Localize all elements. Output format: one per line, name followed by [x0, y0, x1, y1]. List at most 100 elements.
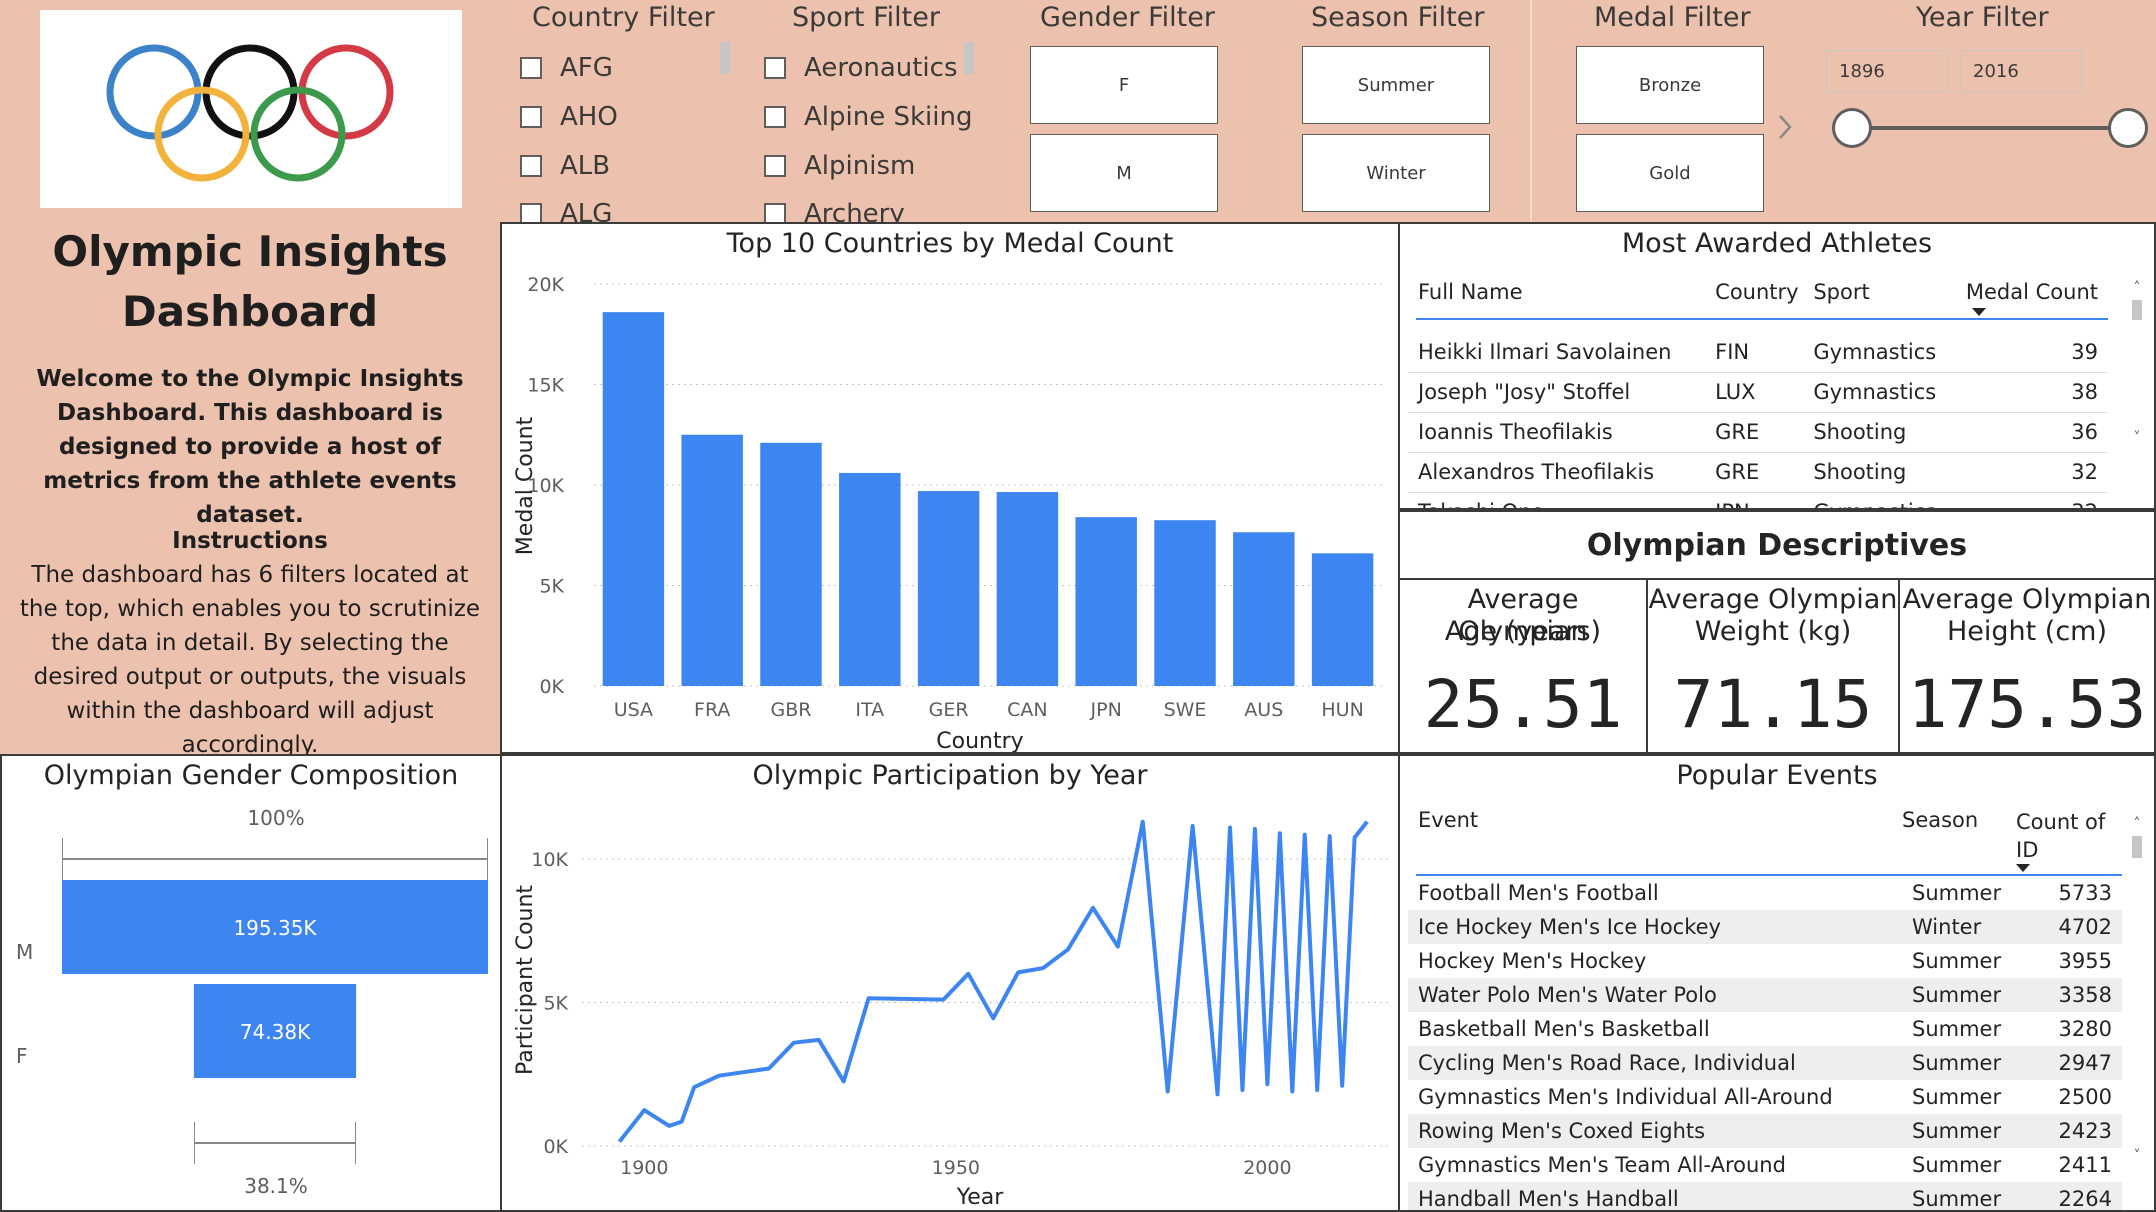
sport-option-alpinism[interactable]: Alpinism [764, 148, 915, 184]
checkbox[interactable] [764, 203, 786, 222]
option-label: Aeronautics [804, 53, 958, 83]
bar-can [996, 492, 1059, 686]
table-row[interactable]: Takashi OnoJPNGymnastics32 [1408, 492, 2108, 508]
gender-option-f[interactable]: F [1030, 46, 1218, 124]
chevron-down-icon[interactable]: ˅ [2133, 1148, 2141, 1164]
column-header-season[interactable]: Season [1902, 808, 1979, 832]
sort-descending-icon [1971, 308, 1986, 316]
country-option-aho[interactable]: AHO [520, 99, 618, 135]
year-start-input[interactable]: 1896 [1826, 50, 1948, 92]
table-row[interactable]: Ice Hockey Men's Ice Hockey Winter 4702 [1408, 910, 2122, 944]
country-option-alg[interactable]: ALG [520, 196, 612, 222]
bar-fra [681, 434, 743, 686]
x-tick-label: SWE [1164, 699, 1207, 721]
participation-title: Olympic Participation by Year [752, 760, 1148, 791]
chevron-down-icon[interactable]: ˅ [2133, 430, 2141, 446]
medal-option-gold[interactable]: Gold [1576, 134, 1764, 212]
cell-season: Summer [1912, 1119, 2002, 1143]
scrollbar-thumb[interactable] [2132, 300, 2142, 320]
sort-descending-icon [2016, 864, 2030, 872]
checkbox[interactable] [520, 106, 542, 128]
age-card-label-unit: Age (years) [1444, 616, 1602, 647]
height-card: Average Olympian Height (cm) 175.53 [1898, 578, 2156, 754]
country-filter-scrollbar[interactable] [720, 42, 730, 74]
gender-option-m[interactable]: M [1030, 134, 1218, 212]
y-tick-label: 5K [539, 576, 564, 598]
table-row[interactable]: Water Polo Men's Water Polo Summer 3358 [1408, 978, 2122, 1012]
events-header-line [1416, 874, 2122, 876]
cell-season: Summer [1912, 1187, 2002, 1211]
weight-card-label-unit: Weight (kg) [1694, 616, 1852, 647]
checkbox[interactable] [764, 57, 786, 79]
table-row[interactable]: Heikki Ilmari Savolainen FIN Gymnastics 39 [1408, 332, 2108, 372]
age-card-value: 25.51 [1423, 666, 1623, 743]
age-card-label: Average Olympian [1458, 584, 1588, 647]
height-card-value: 175.53 [1907, 666, 2147, 743]
country-option-afg[interactable]: AFG [520, 50, 613, 86]
table-row[interactable]: Joseph "Josy" Stoffel LUX Gymnastics 38 [1408, 372, 2108, 412]
y-tick-label: 0K [539, 676, 564, 698]
table-row[interactable]: Cycling Men's Road Race, Individual Summe… [1408, 1046, 2122, 1080]
cell-count: 2423 [2058, 1119, 2112, 1143]
checkbox[interactable] [520, 155, 542, 177]
column-header-country[interactable]: Country [1715, 280, 1799, 304]
year-end-input[interactable]: 2016 [1960, 50, 2082, 92]
athletes-scrollbar[interactable]: ˄ ˅ [2130, 280, 2144, 480]
country-filter: Country Filter AFG AHO ALB ALG [520, 0, 740, 222]
column-header-count[interactable]: Count of ID [2016, 808, 2105, 872]
table-row[interactable]: Ioannis Theofilakis GRE Shooting 36 [1408, 412, 2108, 452]
table-row[interactable]: Basketball Men's Basketball Summer 3280 [1408, 1012, 2122, 1046]
cell-event: Water Polo Men's Water Polo [1418, 983, 1717, 1007]
checkbox[interactable] [520, 57, 542, 79]
cell-name: Takashi Ono [1408, 492, 1705, 508]
x-tick-label: 2000 [1243, 1157, 1291, 1179]
scrollbar-thumb[interactable] [2132, 836, 2142, 858]
events-title: Popular Events [1676, 760, 1878, 791]
cell-sport: Gymnastics [1813, 339, 1937, 364]
cell-count: 5733 [2058, 881, 2112, 905]
table-row[interactable]: Hockey Men's Hockey Summer 3955 [1408, 944, 2122, 978]
year-slider-start-handle[interactable] [1832, 108, 1872, 148]
country-option-alb[interactable]: ALB [520, 148, 610, 184]
cell-season: Summer [1912, 983, 2002, 1007]
weight-card: Average Olympian Weight (kg) 71.15 [1646, 578, 1900, 754]
cell-event: Basketball Men's Basketball [1418, 1017, 1710, 1041]
column-header-medal-count[interactable]: Medal Count [1956, 272, 2108, 332]
checkbox[interactable] [764, 106, 786, 128]
y-tick-label: 10K [531, 849, 568, 871]
filter-divider [1530, 0, 1532, 222]
sport-option-archery[interactable]: Archery [764, 196, 905, 222]
season-option-summer[interactable]: Summer [1302, 46, 1490, 124]
gender-filter: Gender Filter F M [1000, 0, 1250, 222]
height-card-label-unit: Height (cm) [1946, 616, 2108, 647]
sport-option-aeronautics[interactable]: Aeronautics [764, 50, 958, 86]
chevron-up-icon[interactable]: ˄ [2133, 816, 2141, 832]
year-start-value: 1896 [1839, 60, 1885, 82]
table-row[interactable]: Handball Men's Handball Summer 2264 [1408, 1182, 2122, 1211]
chevron-right-icon[interactable] [1776, 112, 1796, 142]
column-header-name[interactable]: Full Name [1418, 280, 1523, 304]
chevron-up-icon[interactable]: ˄ [2133, 280, 2141, 296]
table-row[interactable]: Gymnastics Men's Team All-Around Summer 24… [1408, 1148, 2122, 1182]
bar-aus [1233, 532, 1295, 686]
dashboard-title: Olympic Insights Dashboard [52, 227, 448, 336]
events-scrollbar[interactable]: ˄ ˅ [2130, 816, 2144, 1206]
table-row[interactable]: Alexandros Theofilakis GRE Shooting 32 [1408, 452, 2108, 492]
table-row[interactable]: Rowing Men's Coxed Eights Summer 2423 [1408, 1114, 2122, 1148]
checkbox[interactable] [520, 203, 542, 222]
bar-ger [917, 491, 980, 686]
table-header: Full Name Country Sport Medal Count [1408, 272, 2108, 332]
table-row[interactable]: Football Men's Football Summer 5733 [1408, 876, 2122, 910]
sport-filter-scrollbar[interactable] [964, 42, 974, 74]
x-tick-label: HUN [1321, 699, 1363, 721]
year-slider-track[interactable] [1852, 126, 2128, 130]
checkbox[interactable] [764, 155, 786, 177]
column-header-event[interactable]: Event [1418, 808, 1479, 832]
sport-option-alpine-skiing[interactable]: Alpine Skiing [764, 99, 972, 135]
table-row[interactable]: Gymnastics Men's Individual All-Around Su… [1408, 1080, 2122, 1114]
cell-country: GRE [1715, 460, 1760, 484]
medal-option-bronze[interactable]: Bronze [1576, 46, 1764, 124]
year-slider-end-handle[interactable] [2108, 108, 2148, 148]
season-option-winter[interactable]: Winter [1302, 134, 1490, 212]
column-header-sport[interactable]: Sport [1813, 280, 1870, 304]
